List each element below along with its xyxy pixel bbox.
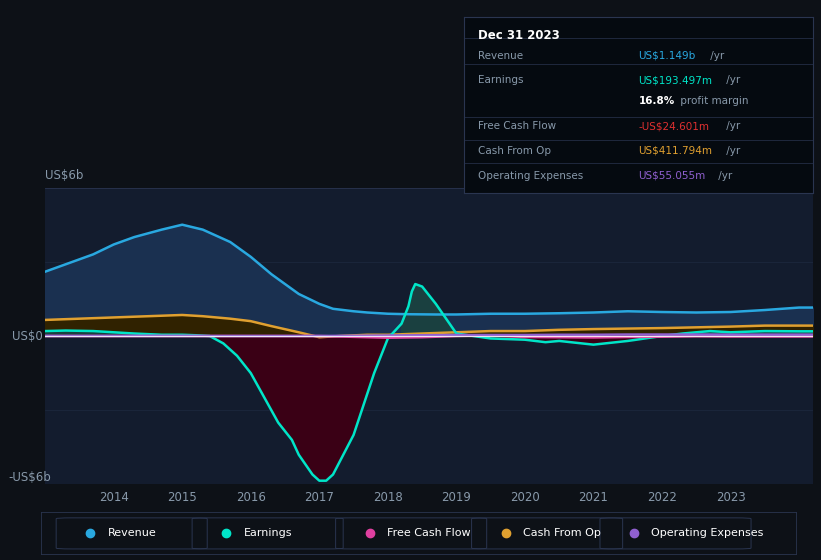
Text: US$1.149b: US$1.149b [639, 50, 695, 60]
Text: -US$24.601m: -US$24.601m [639, 121, 709, 131]
Text: /yr: /yr [722, 146, 740, 156]
Text: 16.8%: 16.8% [639, 96, 675, 106]
Text: Cash From Op: Cash From Op [478, 146, 551, 156]
Text: US$6b: US$6b [45, 169, 84, 182]
Text: Operating Expenses: Operating Expenses [651, 529, 764, 538]
Text: US$193.497m: US$193.497m [639, 75, 713, 85]
Text: Revenue: Revenue [108, 529, 156, 538]
Text: Dec 31 2023: Dec 31 2023 [478, 29, 560, 42]
Text: Revenue: Revenue [478, 50, 523, 60]
Text: Free Cash Flow: Free Cash Flow [387, 529, 470, 538]
Text: /yr: /yr [722, 121, 740, 131]
Text: /yr: /yr [708, 50, 725, 60]
Text: US$0: US$0 [12, 329, 43, 343]
Text: profit margin: profit margin [677, 96, 748, 106]
Text: Operating Expenses: Operating Expenses [478, 171, 583, 180]
Text: /yr: /yr [722, 75, 740, 85]
Text: Free Cash Flow: Free Cash Flow [478, 121, 556, 131]
Text: /yr: /yr [715, 171, 732, 180]
Text: US$411.794m: US$411.794m [639, 146, 713, 156]
Text: Earnings: Earnings [478, 75, 523, 85]
Text: US$55.055m: US$55.055m [639, 171, 705, 180]
Text: Cash From Op: Cash From Op [523, 529, 601, 538]
Text: -US$6b: -US$6b [8, 472, 51, 484]
Text: Earnings: Earnings [244, 529, 292, 538]
